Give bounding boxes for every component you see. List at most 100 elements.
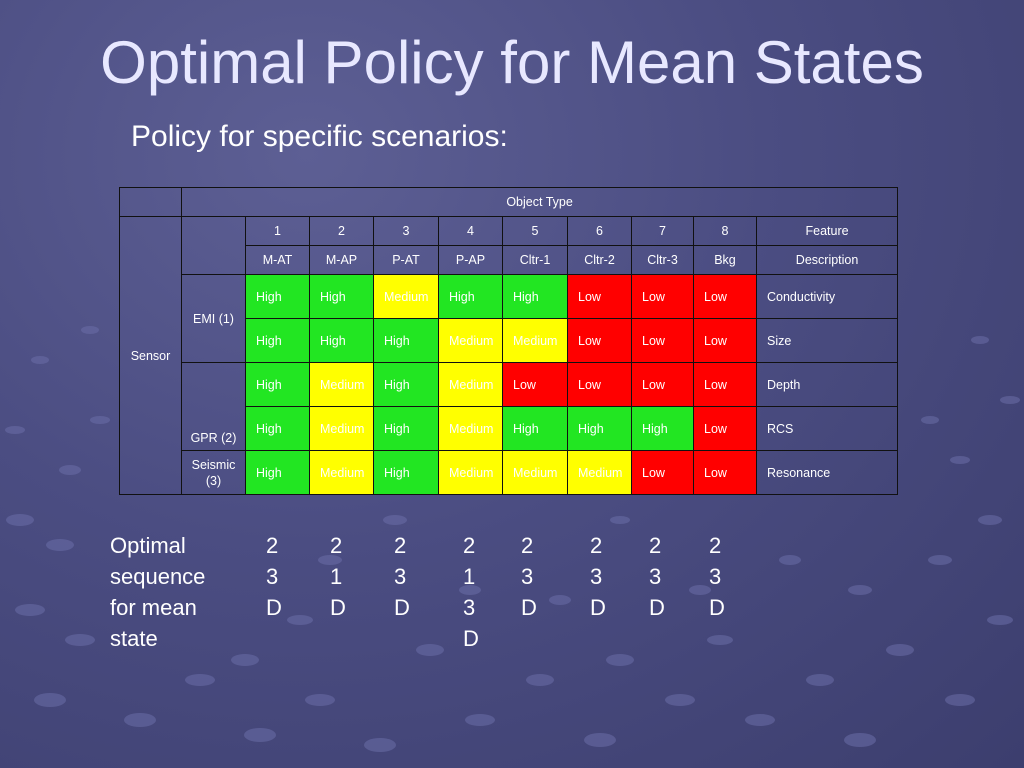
policy-cell: High <box>245 318 310 363</box>
table-row: Object Type <box>119 187 899 217</box>
blank-cell <box>181 216 246 275</box>
sequence-value: 2 <box>266 533 279 558</box>
policy-cell: High <box>438 274 503 319</box>
table-row: EMI (1) High High Medium High High Low L… <box>120 274 899 363</box>
sequence-value: 2 <box>394 533 407 558</box>
policy-cell: High <box>502 274 568 319</box>
policy-cell: High <box>245 274 310 319</box>
sequence-value: 2 <box>709 533 722 558</box>
policy-cell: Low <box>567 318 632 363</box>
policy-cell: High <box>245 362 310 407</box>
sequence-value: 3 <box>266 564 279 589</box>
sequence-value: D <box>709 595 725 620</box>
policy-cell: High <box>502 406 568 451</box>
policy-cell: Low <box>693 362 757 407</box>
policy-cell: Low <box>693 274 757 319</box>
sequence-value: 3 <box>649 564 662 589</box>
policy-cell: High <box>373 318 439 363</box>
policy-cell: High <box>309 318 374 363</box>
corner-cell <box>119 187 182 217</box>
feature-cell: RCS <box>755 406 899 451</box>
policy-cell: Medium <box>309 406 374 451</box>
sensor-seismic: Seismic (3) <box>181 450 246 495</box>
policy-table: Object Type Sensor 1 2 3 4 5 6 7 8 Featu… <box>119 187 899 495</box>
sequence-column: 2 3 D <box>521 530 537 623</box>
object-type-header: Object Type <box>180 187 899 217</box>
policy-cell: High <box>567 406 632 451</box>
object-number: 2 <box>309 216 374 246</box>
policy-cell: High <box>631 406 694 451</box>
sequence-column: 2 3 D <box>590 530 606 623</box>
sequence-value: D <box>590 595 606 620</box>
policy-cell: Medium <box>438 406 503 451</box>
sensor-group-label: Sensor <box>119 216 182 495</box>
policy-cell: High <box>245 450 310 495</box>
object-number: 1 <box>245 216 310 246</box>
object-name: P-AP <box>438 245 503 275</box>
sequence-value: 2 <box>521 533 534 558</box>
policy-cell: Low <box>693 406 757 451</box>
slide-subtitle: Policy for specific scenarios: <box>131 120 508 153</box>
table-row: GPR (2) High Medium High Medium Low Low … <box>120 362 899 451</box>
object-number: 3 <box>373 216 439 246</box>
object-number: 7 <box>631 216 694 246</box>
object-name: Cltr-3 <box>631 245 694 275</box>
sequence-value: D <box>649 595 665 620</box>
policy-cell: Medium <box>502 450 568 495</box>
policy-cell: Low <box>693 318 757 363</box>
policy-cell: High <box>373 362 439 407</box>
sequence-label-line: Optimal <box>110 533 186 558</box>
sequence-value: D <box>330 595 346 620</box>
policy-cell: Medium <box>438 318 503 363</box>
sequence-value: 2 <box>649 533 662 558</box>
sequence-label-line: state <box>110 626 158 651</box>
object-name: Cltr-1 <box>502 245 568 275</box>
sequence-value: 1 <box>330 564 343 589</box>
policy-cell: High <box>373 450 439 495</box>
sequence-value: 2 <box>330 533 343 558</box>
sequence-column: 2 3 D <box>649 530 665 623</box>
sequence-value: 3 <box>709 564 722 589</box>
policy-cell: Medium <box>567 450 632 495</box>
policy-cell: Low <box>693 450 757 495</box>
sensor-gpr: GPR (2) <box>181 362 246 451</box>
table-row: Seismic (3) High Medium High Medium Medi… <box>120 450 899 495</box>
table-row: High Medium High Medium High High High L… <box>120 406 899 451</box>
slide-title: Optimal Policy for Mean States <box>100 29 924 96</box>
policy-cell: Low <box>631 362 694 407</box>
sequence-value: 3 <box>463 595 476 620</box>
policy-cell: Low <box>567 362 632 407</box>
sequence-value: D <box>463 626 479 651</box>
policy-cell: Low <box>631 318 694 363</box>
object-number: 6 <box>567 216 632 246</box>
object-number: 8 <box>693 216 757 246</box>
object-name: P-AT <box>373 245 439 275</box>
object-number: 5 <box>502 216 568 246</box>
policy-cell: Low <box>567 274 632 319</box>
policy-cell: High <box>373 406 439 451</box>
table-row: High High High Medium Medium Low Low Low… <box>120 318 899 363</box>
sequence-label-line: sequence <box>110 564 206 589</box>
feature-cell: Depth <box>755 362 899 407</box>
policy-cell: Low <box>502 362 568 407</box>
feature-cell: Conductivity <box>755 274 899 319</box>
object-name: M-AP <box>309 245 374 275</box>
policy-cell: Medium <box>309 450 374 495</box>
description-header: Description <box>755 245 899 275</box>
object-number: 4 <box>438 216 503 246</box>
policy-cell: High <box>309 274 374 319</box>
sequence-value: 3 <box>521 564 534 589</box>
policy-cell: Medium <box>502 318 568 363</box>
table-row: Sensor 1 2 3 4 5 6 7 8 Feature <box>119 216 899 495</box>
sequence-column: 2 3 D <box>394 530 410 623</box>
sequence-column: 2 1 D <box>330 530 346 623</box>
policy-cell: Medium <box>438 362 503 407</box>
table-row: M-AT M-AP P-AT P-AP Cltr-1 Cltr-2 Cltr-3… <box>120 245 899 275</box>
policy-cell: Low <box>631 450 694 495</box>
policy-cell: Medium <box>373 274 439 319</box>
sequence-value: D <box>394 595 410 620</box>
sequence-column: 2 1 3 D <box>463 530 479 654</box>
feature-header: Feature <box>755 216 899 246</box>
policy-cell: Medium <box>309 362 374 407</box>
